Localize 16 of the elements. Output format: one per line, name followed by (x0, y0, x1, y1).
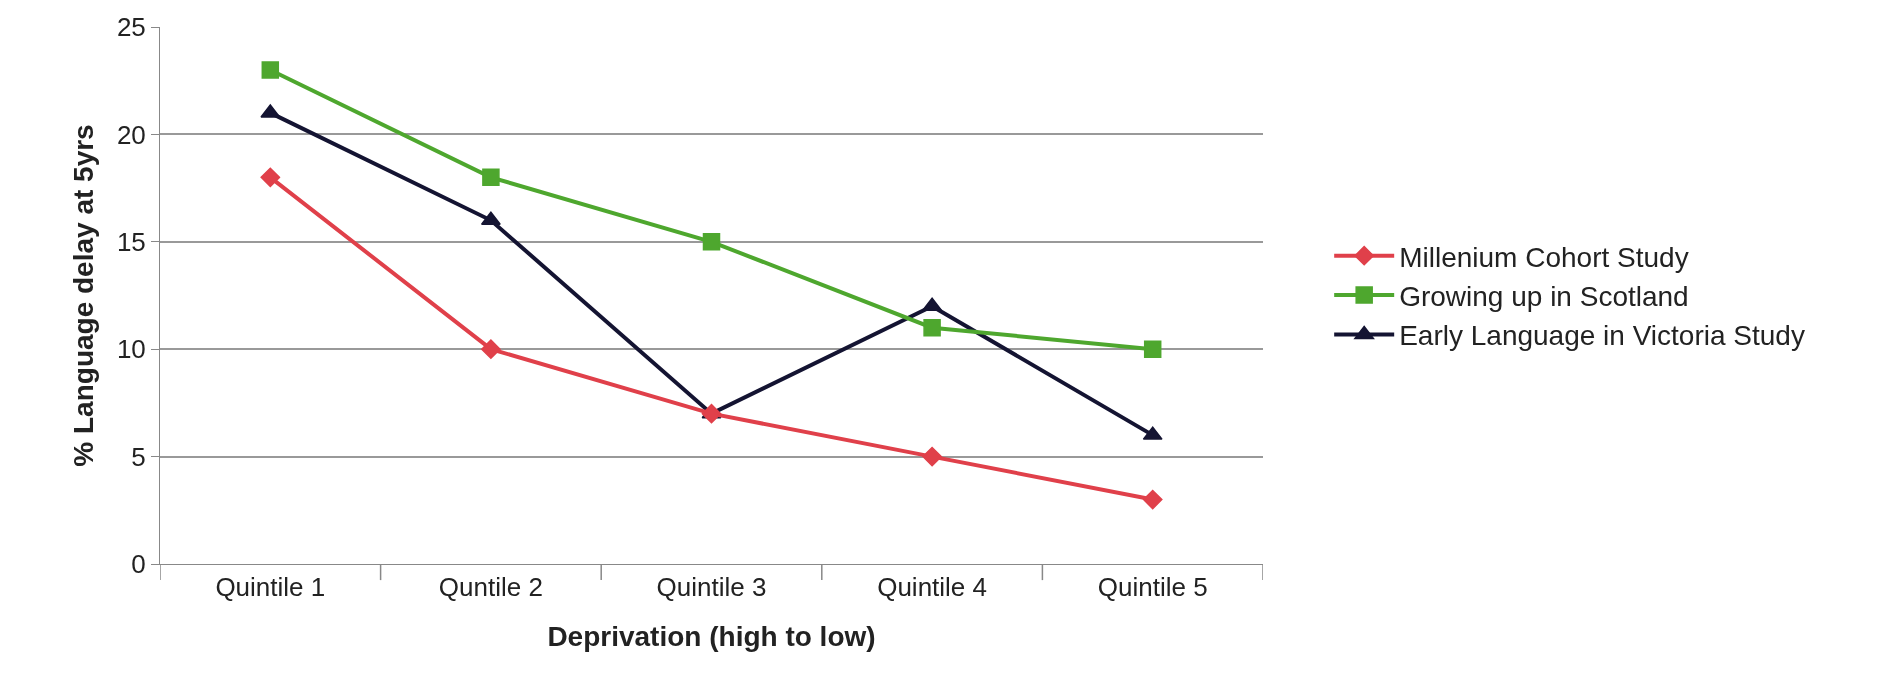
y-tick-label: 20 (116, 119, 146, 150)
legend-label: Millenium Cohort Study (1399, 241, 1689, 273)
x-tick-label: Quntile 2 (438, 572, 543, 603)
x-tick-label: Quintile 1 (215, 572, 326, 603)
x-axis-title: Deprivation (high to low) (547, 621, 876, 653)
y-axis-title: % Language delay at 5yrs (67, 124, 99, 467)
y-tick-label: 5 (131, 441, 146, 472)
x-tick-label: Quintile 3 (656, 572, 767, 603)
y-tick-label: 15 (116, 226, 146, 257)
x-tick-label: Quintile 4 (877, 572, 988, 603)
x-tick-label: Quintile 5 (1097, 572, 1208, 603)
y-tick-label: 10 (116, 334, 146, 365)
legend-label: Early Language in Victoria Study (1399, 320, 1805, 352)
y-tick-label: 0 (131, 549, 146, 580)
legend-label: Growing up in Scotland (1399, 281, 1689, 313)
y-tick-label: 25 (116, 12, 146, 43)
